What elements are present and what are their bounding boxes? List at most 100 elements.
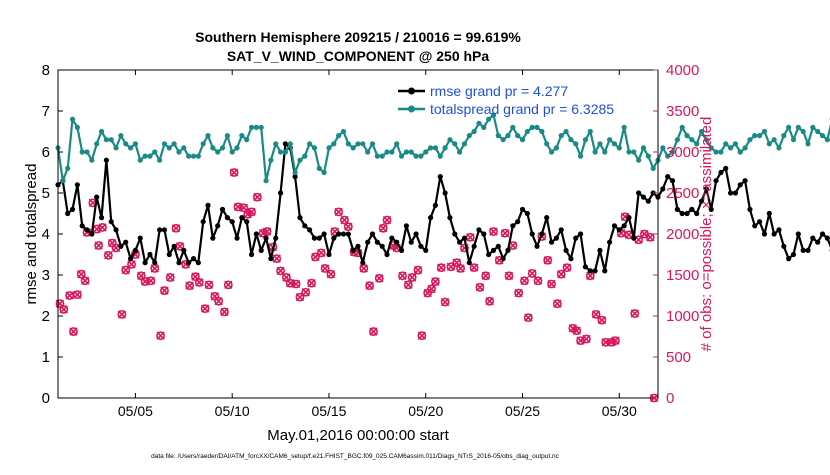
y-tick-label-left: 4 xyxy=(42,226,50,243)
rmse-point xyxy=(718,170,723,175)
obs-assimilated-point xyxy=(360,265,367,272)
obs-assimilated-point xyxy=(254,194,261,201)
rmse-point xyxy=(99,215,104,220)
obs-assimilated-point xyxy=(486,298,493,305)
totalspread-point xyxy=(530,125,535,130)
y-axis-label-left: rmse and totalspread xyxy=(23,164,40,305)
rmse-point xyxy=(152,260,157,265)
totalspread-point xyxy=(805,141,810,146)
rmse-point xyxy=(825,236,830,241)
totalspread-point xyxy=(322,170,327,175)
totalspread-point xyxy=(268,158,273,163)
rmse-point xyxy=(113,227,118,232)
rmse-point xyxy=(520,207,525,212)
obs-assimilated-point xyxy=(201,305,208,312)
rmse-point xyxy=(205,203,210,208)
rmse-point xyxy=(147,252,152,257)
rmse-point xyxy=(607,240,612,245)
rmse-point xyxy=(220,207,225,212)
totalspread-point xyxy=(225,133,230,138)
rmse-point xyxy=(539,231,544,236)
rmse-point xyxy=(467,260,472,265)
rmse-point xyxy=(297,215,302,220)
rmse-point xyxy=(157,227,162,232)
obs-assimilated-point xyxy=(157,332,164,339)
totalspread-point xyxy=(389,149,394,154)
totalspread-point xyxy=(515,133,520,138)
rmse-point xyxy=(738,182,743,187)
rmse-point xyxy=(670,178,675,183)
obs-assimilated-point xyxy=(345,223,352,230)
rmse-point xyxy=(684,211,689,216)
rmse-point xyxy=(123,240,128,245)
totalspread-point xyxy=(757,133,762,138)
rmse-point xyxy=(462,236,467,241)
totalspread-point xyxy=(786,125,791,130)
obs-assimilated-point xyxy=(370,328,377,335)
rmse-point xyxy=(675,207,680,212)
totalspread-point xyxy=(583,137,588,142)
legend-rmse-marker xyxy=(408,88,415,95)
x-tick-label: 05/25 xyxy=(505,403,540,419)
totalspread-point xyxy=(138,158,143,163)
rmse-point xyxy=(791,252,796,257)
totalspread-point xyxy=(234,145,239,150)
rmse-point xyxy=(805,248,810,253)
totalspread-point xyxy=(539,129,544,134)
rmse-point xyxy=(317,236,322,241)
footer-data-file: data file: /Users/raeder/DAI/ATM_forcXX/… xyxy=(151,453,560,460)
totalspread-point xyxy=(210,145,215,150)
totalspread-point xyxy=(399,154,404,159)
totalspread-point xyxy=(283,149,288,154)
rmse-point xyxy=(167,252,172,257)
rmse-point xyxy=(457,240,462,245)
totalspread-point xyxy=(278,149,283,154)
totalspread-point xyxy=(472,129,477,134)
rmse-point xyxy=(728,190,733,195)
totalspread-point xyxy=(549,149,554,154)
totalspread-point xyxy=(738,149,743,154)
y-tick-label-right: 0 xyxy=(666,390,674,407)
rmse-point xyxy=(815,240,820,245)
rmse-point xyxy=(796,231,801,236)
rmse-point xyxy=(162,227,167,232)
rmse-point xyxy=(757,219,762,224)
totalspread-point xyxy=(689,137,694,142)
totalspread-point xyxy=(544,141,549,146)
obs-assimilated-point xyxy=(118,311,125,318)
totalspread-point xyxy=(341,129,346,134)
obs-assimilated-point xyxy=(505,272,512,279)
totalspread-point xyxy=(113,145,118,150)
rmse-point xyxy=(404,223,409,228)
totalspread-point xyxy=(622,125,627,130)
rmse-point xyxy=(283,141,288,146)
rmse-point xyxy=(573,236,578,241)
totalspread-point xyxy=(796,125,801,130)
obs-assimilated-point xyxy=(482,272,489,279)
totalspread-point xyxy=(767,141,772,146)
rmse-point xyxy=(104,158,109,163)
y-tick-label-left: 8 xyxy=(42,62,50,79)
totalspread-point xyxy=(428,145,433,150)
totalspread-point xyxy=(641,145,646,150)
totalspread-point xyxy=(65,166,70,171)
rmse-point xyxy=(94,195,99,200)
totalspread-point xyxy=(167,145,172,150)
rmse-point xyxy=(501,256,506,261)
rmse-point xyxy=(602,268,607,273)
totalspread-point xyxy=(573,141,578,146)
totalspread-point xyxy=(820,133,825,138)
obs-assimilated-point xyxy=(414,266,421,273)
totalspread-point xyxy=(201,141,206,146)
rmse-point xyxy=(505,248,510,253)
rmse-point xyxy=(196,260,201,265)
totalspread-point xyxy=(568,137,573,142)
rmse-point xyxy=(563,248,568,253)
totalspread-point xyxy=(215,149,220,154)
rmse-point xyxy=(428,215,433,220)
rmse-point xyxy=(346,231,351,236)
y-tick-label-right: 500 xyxy=(666,349,691,366)
legend: rmse grand pr = 4.277 totalspread grand … xyxy=(398,83,614,117)
